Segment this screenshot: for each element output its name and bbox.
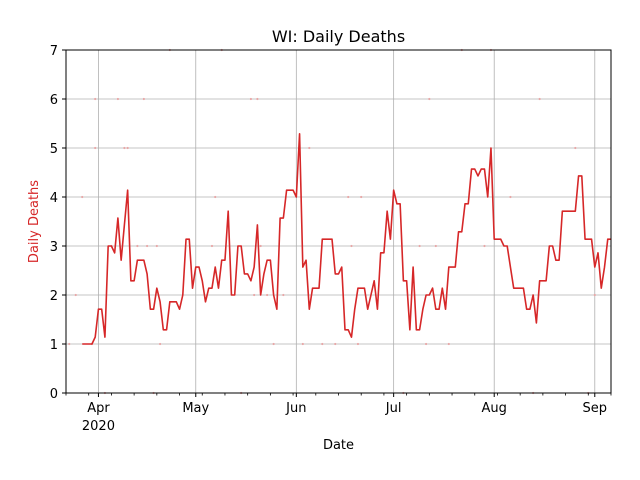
y-tick-label: 4 bbox=[50, 191, 58, 206]
scatter-point bbox=[68, 342, 71, 346]
scatter-series bbox=[68, 48, 596, 395]
y-axis: 0 1 2 3 4 5 6 7 bbox=[50, 44, 66, 402]
scatter-point bbox=[434, 244, 437, 248]
y-tick-label: 7 bbox=[50, 44, 58, 59]
scatter-point bbox=[259, 244, 262, 248]
scatter-point bbox=[155, 244, 158, 248]
scatter-point bbox=[350, 244, 353, 248]
grid bbox=[66, 49, 611, 394]
chart-title: WI: Daily Deaths bbox=[272, 27, 405, 46]
scatter-point bbox=[126, 146, 129, 150]
y-tick-label: 2 bbox=[50, 289, 58, 304]
scatter-point bbox=[94, 146, 97, 150]
rolling-average-line bbox=[82, 132, 611, 345]
scatter-point bbox=[256, 97, 259, 101]
x-tick-label: May bbox=[182, 401, 209, 416]
scatter-point bbox=[334, 342, 337, 346]
scatter-point bbox=[308, 146, 311, 150]
scatter-point bbox=[136, 244, 139, 248]
x-tick-label: Sep bbox=[583, 401, 608, 416]
scatter-point bbox=[146, 244, 149, 248]
y-axis-label: Daily Deaths bbox=[27, 180, 42, 263]
scatter-point bbox=[214, 195, 217, 199]
scatter-point bbox=[424, 342, 428, 346]
y-tick-label: 0 bbox=[50, 387, 58, 402]
x-tick-label: Jun bbox=[285, 401, 306, 416]
x-axis: Apr 2020 May Jun Jul Aug Sep bbox=[65, 393, 612, 434]
scatter-point bbox=[74, 293, 77, 297]
x-tick-label: Aug bbox=[482, 401, 507, 416]
scatter-point bbox=[538, 97, 541, 101]
scatter-point bbox=[158, 342, 162, 346]
scatter-point bbox=[94, 97, 97, 101]
scatter-point bbox=[282, 293, 285, 297]
x-tick-label: Apr bbox=[87, 401, 110, 416]
scatter-point bbox=[253, 293, 256, 297]
y-tick-label: 5 bbox=[50, 142, 58, 157]
x-axis-label: Date bbox=[323, 438, 354, 453]
scatter-point bbox=[574, 146, 577, 150]
scatter-point bbox=[142, 97, 145, 101]
scatter-point bbox=[447, 342, 450, 346]
y-tick-label: 3 bbox=[50, 240, 58, 255]
scatter-point bbox=[301, 342, 304, 346]
scatter-point bbox=[116, 97, 120, 101]
scatter-point bbox=[483, 244, 486, 248]
y-tick-label: 1 bbox=[50, 338, 58, 353]
scatter-point bbox=[321, 342, 324, 346]
y-tick-label: 6 bbox=[50, 93, 58, 108]
scatter-point bbox=[593, 293, 596, 297]
scatter-point bbox=[418, 244, 421, 248]
scatter-point bbox=[266, 293, 269, 297]
line-series bbox=[82, 132, 611, 345]
scatter-point bbox=[81, 195, 84, 199]
scatter-point bbox=[210, 244, 214, 248]
scatter-point bbox=[360, 195, 363, 199]
scatter-point bbox=[509, 195, 512, 199]
scatter-point bbox=[249, 97, 253, 101]
scatter-point bbox=[428, 97, 431, 101]
x-tick-sublabel: 2020 bbox=[82, 419, 115, 434]
scatter-point bbox=[347, 195, 350, 199]
scatter-point bbox=[272, 342, 275, 346]
plot-frame bbox=[65, 49, 612, 394]
scatter-point bbox=[356, 342, 360, 346]
scatter-point bbox=[123, 146, 126, 150]
x-tick-label: Jul bbox=[385, 401, 402, 416]
